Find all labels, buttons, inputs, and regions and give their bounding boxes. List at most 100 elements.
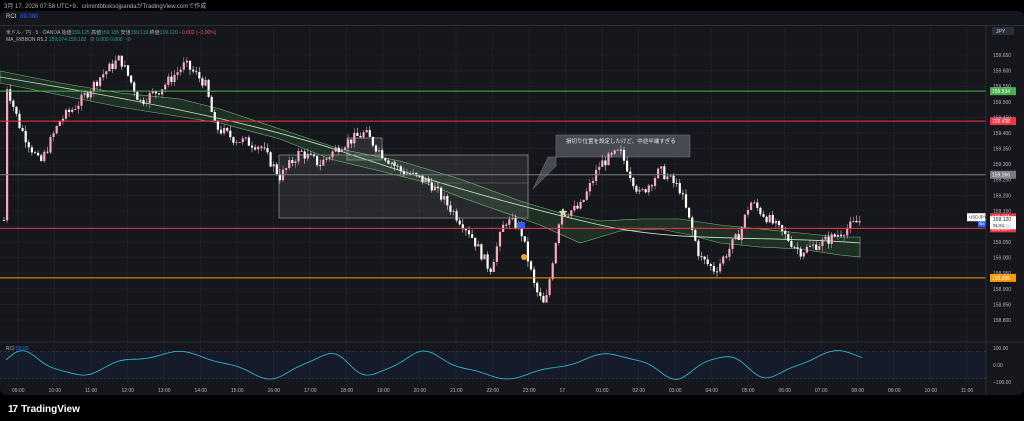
candle-up (176, 72, 179, 75)
candle-up (77, 105, 80, 110)
candle-up (55, 126, 58, 134)
candle-up (641, 189, 644, 190)
candle-up (179, 69, 182, 73)
candle-up (148, 93, 151, 104)
time-tick-label: 21:00 (450, 388, 463, 394)
candle-down (300, 150, 303, 152)
candle-down (833, 234, 836, 237)
low-value: 159.119 (130, 30, 149, 36)
candle-down (644, 189, 647, 193)
candle-down (464, 229, 467, 231)
ma-legend[interactable]: MA_RIBBON R5.2 159.074 159.103 ⊘ 0.000 0… (6, 36, 131, 43)
candle-down (458, 220, 461, 225)
level-tag-label: 159.534 (992, 89, 1010, 95)
visibility-icon[interactable]: ⊘ (125, 37, 131, 43)
candle-up (340, 149, 343, 152)
candle-up (6, 89, 9, 221)
candle-up (108, 63, 111, 72)
candle-down (9, 89, 12, 101)
candle-up (477, 244, 480, 247)
event-marker-flag (518, 222, 525, 229)
candle-up (288, 160, 291, 169)
candle-down (275, 164, 278, 175)
candle-up (774, 221, 777, 224)
candle-up (325, 158, 328, 160)
candle-down (793, 246, 796, 248)
candle-up (378, 150, 381, 152)
annotation-callout (532, 134, 691, 190)
candle-down (219, 129, 223, 134)
candle-down (95, 81, 99, 86)
candle-up (728, 248, 731, 257)
price-tick-label: 159.450 (993, 115, 1011, 121)
candle-up (105, 71, 108, 75)
candle-down (415, 172, 418, 175)
low-label: 安値 (120, 30, 131, 36)
candle-up (653, 178, 657, 186)
candle-down (133, 82, 136, 93)
price-tick-label: 159.600 (993, 69, 1011, 75)
candle-down (130, 75, 133, 83)
candle-up (753, 202, 756, 204)
candle-down (576, 205, 579, 209)
top-rci-name: RCI (6, 14, 17, 20)
candle-down (207, 79, 210, 97)
quote-side-label: Bid (979, 222, 985, 226)
horizontal-levels: 159.534159.438159.266159.094158.935Ask15… (0, 87, 1016, 282)
grid (0, 27, 986, 383)
top-rci-legend[interactable]: RCI 89.080 (6, 14, 38, 20)
countdown-label: 01:51 (993, 223, 1005, 228)
candle-up (616, 149, 619, 151)
candle-up (746, 210, 750, 215)
candle-down (480, 244, 483, 260)
candle-down (678, 183, 681, 194)
candle-down (784, 230, 787, 235)
tradingview-logo[interactable]: 17 TradingView (8, 404, 80, 415)
price-tick-label: 159.100 (993, 224, 1011, 230)
candle-down (523, 236, 526, 242)
candle-down (2, 220, 6, 222)
settings-icon[interactable]: ⊘ (89, 37, 95, 43)
candle-up (83, 93, 86, 95)
price-chart[interactable]: 159.534159.438159.266159.094158.935Ask15… (0, 11, 1024, 395)
candle-down (170, 76, 173, 83)
candle-up (582, 199, 585, 202)
ma-value-3: 0.000 (96, 37, 109, 43)
time-tick-label: 10:00 (925, 388, 938, 394)
candles (2, 54, 861, 304)
candle-down (815, 244, 818, 250)
candle-up (64, 109, 68, 119)
candle-up (114, 60, 117, 69)
candle-up (588, 183, 591, 192)
chart-frame[interactable]: RCI 89.080 米ドル／円 · 5 · OANDA 始値159.125 高… (0, 11, 1024, 395)
candle-down (533, 269, 536, 283)
rci-band-fill (0, 351, 986, 379)
time-tick-label: 09:00 (888, 388, 901, 394)
time-tick-label: 18:00 (341, 388, 354, 394)
candle-down (27, 142, 30, 148)
rci-panel-legend[interactable]: RCI 58.83 (6, 346, 29, 352)
candle-up (347, 139, 350, 148)
symbol-legend[interactable]: 米ドル／円 · 5 · OANDA 始値159.125 高値159.135 安値… (6, 29, 216, 36)
last-price-tag (990, 216, 1016, 230)
candle-up (768, 214, 771, 223)
candle-up (204, 79, 207, 86)
candle-down (371, 136, 374, 146)
candle-up (598, 166, 601, 170)
candle-down (725, 256, 728, 258)
price-tick-label: 159.500 (993, 100, 1011, 106)
candle-up (483, 254, 486, 260)
candle-down (309, 153, 312, 155)
candle-up (579, 201, 582, 209)
pane-separator[interactable] (0, 25, 1024, 26)
time-tick-label: 05:00 (742, 388, 755, 394)
annotation-text[interactable]: 損切り位置を設定したけど、中途半端すぎる (566, 139, 676, 145)
candle-up (244, 137, 247, 139)
level-tag-label: 158.935 (992, 276, 1010, 282)
candle-down (430, 182, 433, 191)
candle-down (254, 147, 257, 150)
level-tag-label: 159.438 (992, 119, 1010, 125)
rci-tick-label: 0.00 (993, 363, 1003, 369)
candle-down (650, 185, 653, 187)
candle-up (167, 76, 170, 85)
